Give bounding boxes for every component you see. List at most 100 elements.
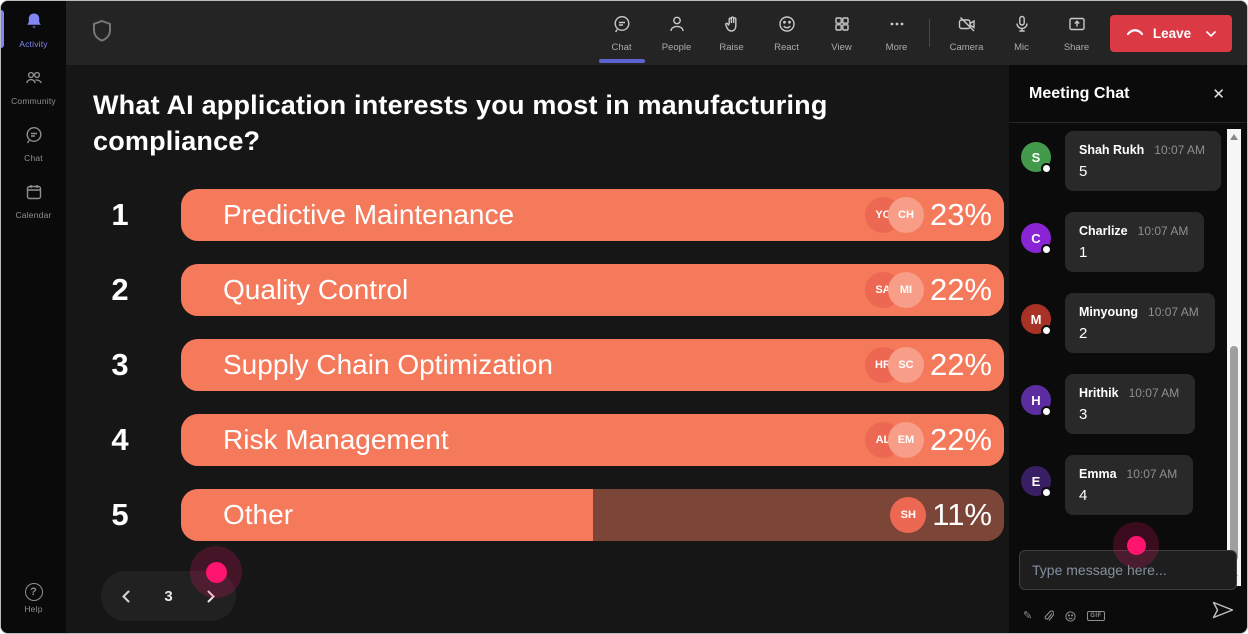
- leave-button[interactable]: Leave: [1110, 15, 1232, 52]
- poll-option-row: 5 Other SH 11%: [93, 489, 1004, 541]
- chat-scrollbar[interactable]: [1227, 129, 1241, 586]
- sidebar-item-chat[interactable]: Chat: [1, 115, 66, 172]
- poll-option-row: 2 Quality Control SA MI 22%: [93, 264, 1004, 316]
- toolbar-item-label: People: [661, 41, 692, 53]
- voter-avatar: SC: [887, 347, 924, 383]
- option-rank: 1: [111, 197, 129, 232]
- sidebar-item-label: Calendar: [15, 209, 52, 220]
- poll-question: What AI application interests you most i…: [93, 90, 828, 157]
- format-icon[interactable]: ✎: [1023, 609, 1033, 622]
- option-bar-track: Supply Chain Optimization HR SC 22%: [181, 339, 1004, 391]
- sender-name: Charlize: [1079, 224, 1128, 238]
- avatar: C: [1021, 223, 1051, 253]
- sidebar-item-community[interactable]: Community: [1, 58, 66, 115]
- gif-icon[interactable]: GIF: [1087, 611, 1105, 621]
- toolbar-item-label: React: [774, 41, 799, 53]
- sidebar-item-label: Activity: [19, 38, 48, 49]
- scroll-up-arrow-icon[interactable]: [1230, 134, 1238, 140]
- page-number: 3: [164, 587, 173, 605]
- person-icon: [667, 14, 687, 39]
- voter-avatar: CH: [887, 197, 924, 233]
- message-text: 2: [1079, 325, 1088, 342]
- option-rank: 3: [111, 347, 129, 382]
- option-percentage: 22%: [929, 422, 992, 457]
- sidebar-item-label: Community: [11, 95, 56, 106]
- sidebar-item-activity[interactable]: Activity: [1, 1, 66, 58]
- option-label: Quality Control: [223, 274, 409, 305]
- option-percentage: 22%: [929, 347, 992, 382]
- sidebar-item-help[interactable]: ? Help: [1, 570, 66, 627]
- voter-avatar: SH: [890, 497, 927, 533]
- chat-message-input[interactable]: [1019, 550, 1237, 590]
- option-result-group: SA MI 22%: [864, 272, 992, 308]
- message-text: 3: [1079, 406, 1088, 423]
- toolbar-separator: [929, 19, 930, 47]
- toolbar-camera-button[interactable]: Camera: [939, 1, 994, 65]
- poll-results-area: What AI application interests you most i…: [66, 65, 1011, 633]
- toolbar-share-button[interactable]: Share: [1049, 1, 1104, 65]
- sidebar-item-calendar[interactable]: Calendar: [1, 172, 66, 229]
- sidebar-item-label: Chat: [24, 152, 43, 163]
- message-time: 10:07 AM: [1126, 467, 1178, 481]
- message-bubble: Minyoung 10:07 AM 2: [1065, 293, 1215, 353]
- toolbar-item-label: More: [885, 41, 908, 53]
- message-bubble: Hrithik 10:07 AM 3: [1065, 374, 1196, 434]
- chat-message: S Shah Rukh 10:07 AM 5: [1021, 131, 1223, 191]
- scrollbar-thumb[interactable]: [1230, 346, 1238, 561]
- emoji-icon[interactable]: [1065, 610, 1076, 622]
- sender-name: Minyoung: [1079, 305, 1139, 319]
- chat-message: C Charlize 10:07 AM 1: [1021, 212, 1223, 272]
- camera-off-icon: [957, 14, 977, 39]
- presence-dot: [1041, 325, 1052, 336]
- voter-avatar: EM: [887, 422, 924, 458]
- toolbar-chat-button[interactable]: Chat: [594, 1, 649, 65]
- option-result-group: YC CH 23%: [864, 197, 992, 233]
- option-label: Supply Chain Optimization: [223, 349, 553, 380]
- chevron-down-icon[interactable]: [1205, 26, 1217, 41]
- option-result-group: AL EM 22%: [864, 422, 992, 458]
- chevron-left-icon[interactable]: [120, 590, 133, 603]
- poll-option-row: 3 Supply Chain Optimization HR SC 22%: [93, 339, 1004, 391]
- option-label: Other: [223, 499, 294, 530]
- ellipsis-icon: [887, 14, 907, 39]
- close-icon[interactable]: ✕: [1212, 85, 1225, 103]
- toolbar-mic-button[interactable]: Mic: [994, 1, 1049, 65]
- chat-bubble-icon: [612, 14, 632, 39]
- smiley-icon: [777, 14, 797, 39]
- message-time: 10:07 AM: [1154, 143, 1205, 157]
- raise-hand-icon: [722, 14, 742, 39]
- message-text: 4: [1079, 487, 1088, 504]
- chat-message-list: S Shah Rukh 10:07 AM 5 C Charlize 10:07 AM…: [1009, 131, 1223, 536]
- chat-message: E Emma 10:07 AM 4: [1021, 455, 1223, 515]
- chat-compose-tools: ✎ GIF: [1023, 610, 1105, 622]
- leave-label: Leave: [1152, 26, 1192, 41]
- share-screen-icon: [1067, 14, 1087, 39]
- toolbar-item-label: Mic: [1014, 41, 1029, 53]
- toolbar-more-button[interactable]: More: [869, 1, 924, 65]
- chevron-right-icon[interactable]: [204, 590, 217, 603]
- option-result-group: SH 11%: [890, 497, 992, 533]
- toolbar-react-button[interactable]: React: [759, 1, 814, 65]
- option-bar-track: Risk Management AL EM 22%: [181, 414, 1004, 466]
- send-icon[interactable]: [1211, 600, 1235, 625]
- message-bubble: Shah Rukh 10:07 AM 5: [1065, 131, 1221, 191]
- option-rank: 2: [111, 272, 129, 307]
- sender-name: Emma: [1079, 467, 1117, 481]
- option-label: Risk Management: [223, 424, 449, 455]
- hangup-icon: [1125, 26, 1145, 41]
- grid-icon: [832, 14, 852, 39]
- chat-header: Meeting Chat ✕: [1009, 65, 1247, 123]
- toolbar-raise-button[interactable]: Raise: [704, 1, 759, 65]
- shield-icon: [90, 18, 114, 51]
- bell-icon: [24, 11, 44, 36]
- sidebar-item-label: Help: [24, 604, 43, 614]
- option-bar-track: Other SH 11%: [181, 489, 1004, 541]
- toolbar-view-button[interactable]: View: [814, 1, 869, 65]
- sender-name: Hrithik: [1079, 386, 1119, 400]
- toolbar-people-button[interactable]: People: [649, 1, 704, 65]
- poll-options-list: 1 Predictive Maintenance YC CH 23% 2 Qua…: [93, 189, 1004, 564]
- meeting-chat-panel: Meeting Chat ✕ S Shah Rukh 10:07 AM 5 C C…: [1009, 65, 1247, 633]
- toolbar-item-label: Chat: [611, 41, 632, 53]
- attachment-icon[interactable]: [1043, 610, 1055, 622]
- sender-name: Shah Rukh: [1079, 143, 1145, 157]
